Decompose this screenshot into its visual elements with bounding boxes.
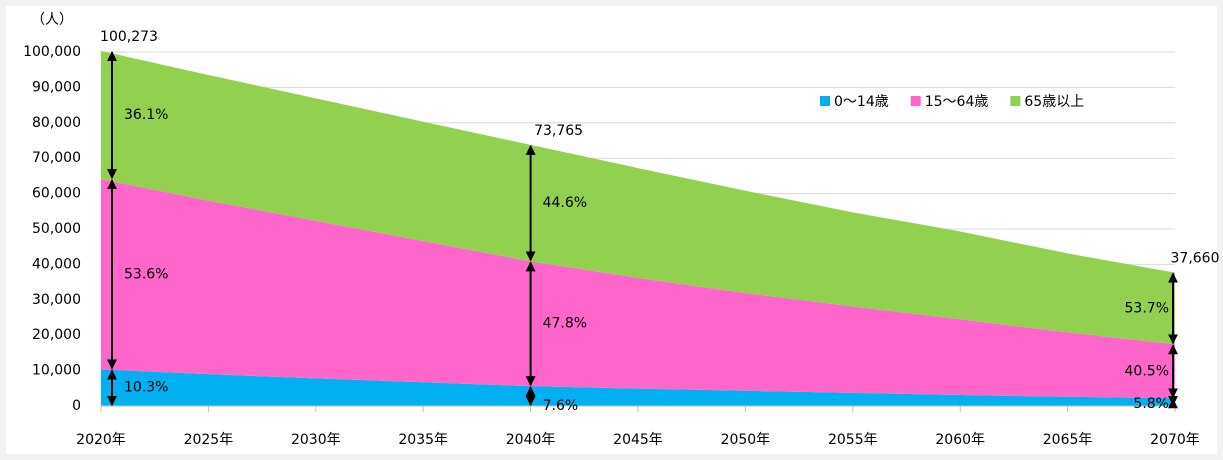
- legend-swatch: [910, 96, 921, 106]
- legend-swatch: [1010, 96, 1021, 106]
- share-label: 10.3%: [124, 380, 168, 396]
- share-label: 53.6%: [124, 266, 168, 282]
- y-tick-label: 80,000: [32, 115, 81, 131]
- x-tick-label: 2035年: [398, 432, 448, 448]
- total-label: 100,273: [100, 29, 158, 45]
- total-label: 73,765: [534, 123, 583, 139]
- x-tick-label: 2025年: [184, 432, 234, 448]
- legend-label: 15～64歳: [925, 94, 989, 110]
- y-tick-label: 70,000: [32, 150, 81, 166]
- share-label: 7.6%: [543, 398, 579, 414]
- x-tick-label: 2065年: [1043, 432, 1093, 448]
- share-label: 36.1%: [124, 107, 168, 123]
- y-tick-label: 50,000: [32, 221, 81, 237]
- area: [101, 179, 1175, 399]
- y-tick-label: 90,000: [32, 79, 81, 95]
- x-tick-label: 2070年: [1150, 432, 1200, 448]
- x-tick-label: 2020年: [76, 432, 126, 448]
- legend-label: 65歳以上: [1024, 94, 1084, 110]
- y-tick-label: 40,000: [32, 256, 81, 272]
- x-tick-label: 2045年: [613, 432, 663, 448]
- legend-label: 0～14歳: [834, 94, 889, 110]
- area: [101, 369, 1175, 406]
- x-tick-label: 2060年: [935, 432, 985, 448]
- x-tick-label: 2030年: [291, 432, 341, 448]
- share-label: 53.7%: [1125, 300, 1169, 316]
- y-tick-label: 10,000: [32, 363, 81, 379]
- share-label: 47.8%: [543, 316, 587, 332]
- y-tick-label: 60,000: [32, 186, 81, 202]
- share-label: 5.8%: [1133, 396, 1169, 412]
- y-axis-label: （人）: [31, 12, 73, 28]
- y-tick-label: 30,000: [32, 292, 81, 308]
- y-tick-label: 0: [72, 398, 81, 414]
- y-tick-label: 100,000: [23, 44, 81, 60]
- x-tick-label: 2055年: [828, 432, 878, 448]
- legend-swatch: [820, 96, 830, 106]
- share-label: 40.5%: [1125, 363, 1169, 379]
- x-tick-label: 2040年: [506, 432, 556, 448]
- y-tick-label: 20,000: [32, 327, 81, 343]
- x-tick-label: 2050年: [721, 432, 771, 448]
- share-label: 44.6%: [543, 195, 587, 211]
- total-label: 37,660: [1171, 251, 1220, 267]
- area: [101, 51, 1175, 345]
